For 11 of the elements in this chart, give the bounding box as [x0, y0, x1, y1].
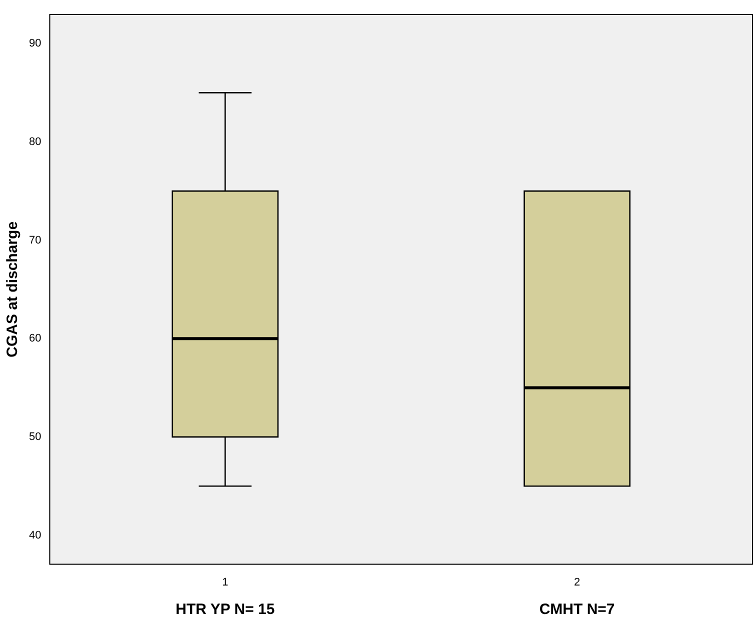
text: HTR YP N= 15 [176, 601, 275, 618]
x-tick-label: 1 [222, 576, 228, 588]
y-tick-label: 60 [28, 332, 42, 345]
y-tick-label: 80 [28, 136, 42, 148]
x-tick-label: 2 [574, 576, 580, 588]
y-axis-title: CGAS at discharge [4, 221, 22, 358]
text: CMHT N=7 [539, 601, 615, 618]
y-tick-label: 50 [28, 430, 42, 443]
y-tick-label: 90 [28, 38, 42, 50]
y-tick-label: 70 [28, 234, 42, 246]
y-tick-label: 40 [28, 529, 42, 542]
